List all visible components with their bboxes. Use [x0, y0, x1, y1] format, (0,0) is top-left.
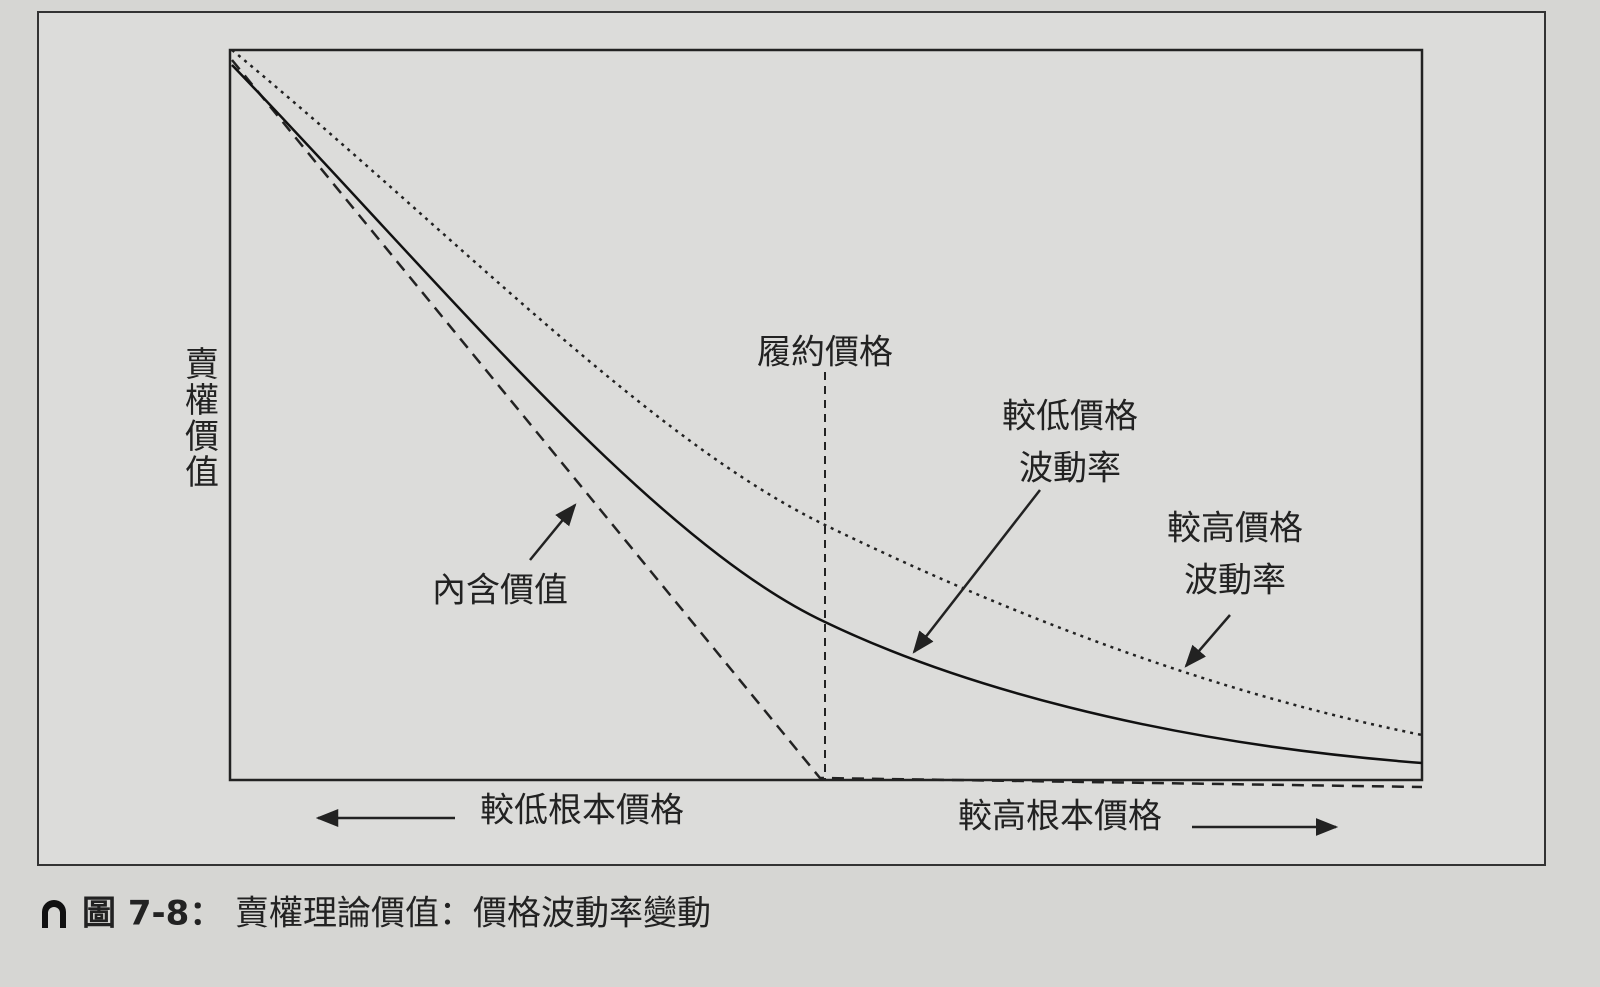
arrow — [1184, 614, 1231, 668]
caption-icon — [42, 900, 66, 928]
lower-vol-curve — [231, 64, 1423, 765]
x-left-label: 較低根本價格 — [480, 791, 684, 831]
higher-vol-label: 較高價格 — [1167, 509, 1303, 549]
intrinsic-label: 內含價值 — [432, 571, 568, 611]
higher-vol-curve — [231, 49, 1423, 737]
arrow — [529, 503, 577, 561]
strike-label: 履約價格 — [757, 333, 893, 373]
x-right-label: 較高根本價格 — [958, 797, 1162, 837]
caption-text: 賣權理論價值：價格波動率變動 — [235, 894, 711, 934]
caption-number: 圖 7-8： — [82, 894, 223, 934]
arrow — [912, 489, 1041, 654]
lower-vol-label: 波動率 — [1019, 449, 1121, 489]
intrinsic-value-line — [231, 59, 1423, 789]
y-axis-label: 賣權價值 — [179, 346, 219, 490]
lower-vol-label: 較低價格 — [1002, 397, 1138, 437]
higher-vol-label: 波動率 — [1184, 561, 1286, 601]
figure-frame — [37, 11, 1546, 866]
